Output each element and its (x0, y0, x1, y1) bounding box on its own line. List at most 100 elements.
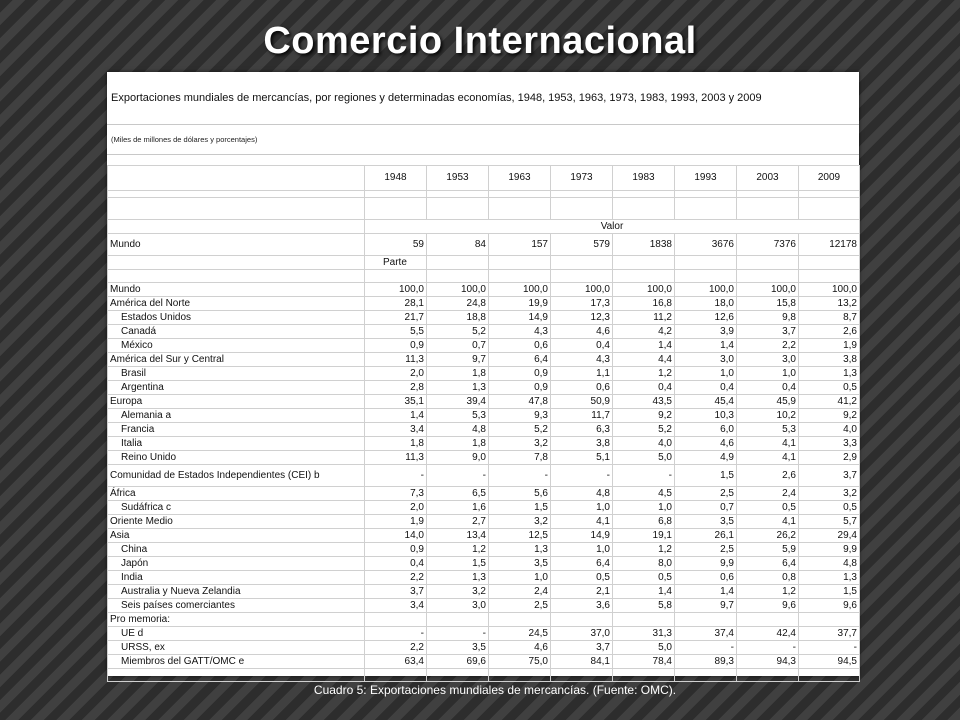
value-cell: 1,0 (488, 570, 551, 585)
value-cell: 75,0 (488, 654, 551, 669)
value-cell: 2,2 (364, 570, 427, 585)
value-cell: 4,1 (550, 514, 613, 529)
value-cell: 3,2 (798, 486, 860, 501)
value-cell: 1,0 (674, 366, 737, 381)
table-row: Seis países comerciantes 3,4 3,0 2,5 3,6 5,8 9… (107, 598, 860, 613)
value-cell: 1,4 (612, 584, 675, 599)
value-cell: 100,0 (798, 282, 860, 297)
value-cell: 11,3 (364, 352, 427, 367)
value-cell: 2,2 (736, 338, 799, 353)
value-cell: 9,9 (674, 556, 737, 571)
empty-cell (798, 269, 860, 283)
value-cell: 3,5 (426, 640, 489, 655)
value-cell: 2,5 (674, 486, 737, 501)
value-cell: 1,3 (426, 380, 489, 395)
value-cell: 63,4 (364, 654, 427, 669)
value-cell: 4,9 (674, 450, 737, 465)
value-cell: 9,8 (736, 310, 799, 325)
value-cell: 5,2 (426, 324, 489, 339)
value-cell: 7376 (736, 233, 799, 256)
empty-cell (550, 612, 613, 627)
value-cell: 1,2 (612, 542, 675, 557)
year-header: 1993 (674, 165, 737, 191)
value-cell: 1,4 (674, 584, 737, 599)
empty-cell (612, 612, 675, 627)
empty-cell (736, 612, 799, 627)
memo-label: Pro memoria: (107, 612, 365, 627)
value-cell: 1,0 (550, 542, 613, 557)
value-cell: 9,7 (426, 352, 489, 367)
value-cell: 1,5 (488, 500, 551, 515)
table-row: Argentina 2,8 1,3 0,9 0,6 0,4 0,4 0,4 0,5 (107, 380, 860, 395)
value-cell: 12,6 (674, 310, 737, 325)
table-row: Mundo 59 84 157 579 1838 3676 7376 12178 (107, 233, 860, 256)
value-cell: 12,3 (550, 310, 613, 325)
table-row: Pro memoria: (107, 612, 860, 627)
value-cell: 24,5 (488, 626, 551, 641)
value-cell: 4,1 (736, 450, 799, 465)
empty-cell (488, 269, 551, 283)
empty-cell (798, 668, 860, 682)
value-cell: 42,4 (736, 626, 799, 641)
value-cell: 9,6 (798, 598, 860, 613)
value-cell: 29,4 (798, 528, 860, 543)
value-cell: 45,9 (736, 394, 799, 409)
value-cell: 7,3 (364, 486, 427, 501)
table-row: URSS, ex 2,2 3,5 4,6 3,7 5,0- - - (107, 640, 860, 655)
value-cell: 11,3 (364, 450, 427, 465)
value-cell: 1,5 (674, 464, 737, 487)
value-cell: 15,8 (736, 296, 799, 311)
empty-cell (364, 190, 427, 198)
value-cell: 9,7 (674, 598, 737, 613)
empty-cell (612, 190, 675, 198)
table-row: África 7,3 6,5 5,6 4,8 4,5 2,5 2,4 3,2 (107, 486, 860, 501)
value-cell: 37,0 (550, 626, 613, 641)
value-cell: 3,2 (488, 514, 551, 529)
row-label: Argentina (107, 380, 365, 395)
value-cell: 5,1 (550, 450, 613, 465)
divider (107, 154, 859, 155)
value-cell: 6,8 (612, 514, 675, 529)
value-cell: 1,3 (426, 570, 489, 585)
value-cell: 3,5 (488, 556, 551, 571)
value-cell: 0,9 (488, 380, 551, 395)
spacer-row (107, 668, 860, 682)
table-row: México 0,9 0,7 0,6 0,4 1,4 1,4 2,2 1,9 (107, 338, 860, 353)
row-label: China (107, 542, 365, 557)
empty-cell (798, 197, 860, 220)
value-cell: 157 (488, 233, 551, 256)
empty-cell (107, 255, 365, 270)
row-label: América del Sur y Central (107, 352, 365, 367)
row-label: URSS, ex (107, 640, 365, 655)
value-cell: 4,1 (736, 514, 799, 529)
value-cell: 41,2 (798, 394, 860, 409)
value-cell: 0,8 (736, 570, 799, 585)
value-cell: 4,5 (612, 486, 675, 501)
value-cell: 1,4 (674, 338, 737, 353)
value-cell: 1,8 (426, 366, 489, 381)
row-label: Italia (107, 436, 365, 451)
value-cell: 4,8 (798, 556, 860, 571)
value-cell: 5,5 (364, 324, 427, 339)
value-cell: 5,3 (736, 422, 799, 437)
row-label: Asia (107, 528, 365, 543)
value-cell: 3,9 (674, 324, 737, 339)
value-cell: 0,7 (426, 338, 489, 353)
value-cell: 5,0 (612, 450, 675, 465)
empty-cell (612, 197, 675, 220)
value-cell: 3,0 (674, 352, 737, 367)
empty-cell (550, 197, 613, 220)
value-cell: 0,9 (364, 542, 427, 557)
empty-cell (736, 255, 799, 270)
row-label: Miembros del GATT/OMC e (107, 654, 365, 669)
value-cell: 26,2 (736, 528, 799, 543)
value-cell: 5,2 (612, 422, 675, 437)
value-cell: 4,0 (798, 422, 860, 437)
value-cell: 3,7 (798, 464, 860, 487)
empty-cell (736, 190, 799, 198)
table-row: Comunidad de Estados Independientes (CEI… (107, 464, 860, 487)
value-cell: 5,2 (488, 422, 551, 437)
empty-cell (426, 612, 489, 627)
value-cell: 17,3 (550, 296, 613, 311)
year-header: 1973 (550, 165, 613, 191)
